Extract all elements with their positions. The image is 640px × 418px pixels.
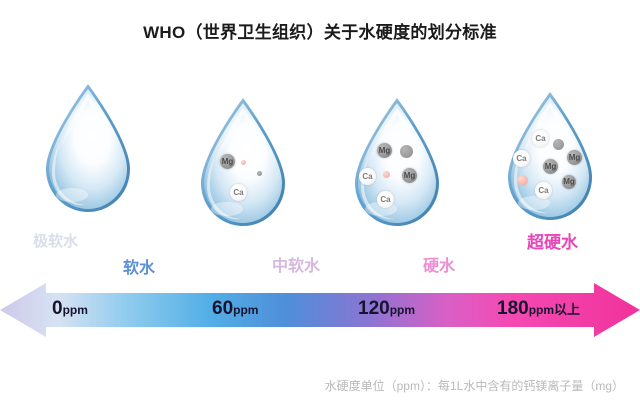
droplet-very-hard: Ca Ca Mg Mg Mg Ca [495,86,605,236]
magnesium-ion: Mg [567,150,582,165]
calcium-ion: Ca [230,184,247,201]
scale-tick-2: 120ppm [358,298,415,320]
droplet-very-soft [33,78,143,228]
category-label-4: 超硬水 [527,233,578,252]
tick-value: 120 [358,298,390,319]
magnesium-ion: Mg [562,175,576,189]
pink-particle-icon [241,160,246,165]
pink-particle-icon [383,171,390,178]
gray-particle-icon [400,145,413,158]
calcium-ion: Ca [359,168,376,185]
magnesium-ion: Mg [377,143,392,158]
arrow-shape [0,283,640,337]
droplets-row: Mg Ca Mg Ca Mg Ca [0,78,640,228]
category-label-0: 极软水 [33,233,79,250]
magnesium-ion: Mg [543,159,558,174]
tick-unit: ppm [62,303,88,317]
page-title: WHO（世界卫生组织）关于水硬度的划分标准 [143,23,497,42]
magnesium-ion: Mg [402,168,417,183]
category-label-2: 中软水 [272,258,321,275]
gray-particle-icon [553,139,564,150]
footnote: 水硬度单位（ppm）：每1L水中含有的钙镁离子量（mg） [324,379,624,393]
tick-suffix: 以上 [554,302,581,317]
droplet-medium-soft: Mg Ca Mg Ca [342,92,452,242]
calcium-ion: Ca [513,150,530,167]
tick-unit: ppm [389,303,416,317]
tick-unit: ppm [233,303,259,317]
category-label-3: 硬水 [423,258,456,275]
tick-value: 0 [52,298,63,319]
tick-value: 60 [212,298,234,319]
category-label-1: 软水 [123,260,156,277]
calcium-ion: Ca [532,130,549,147]
tick-value: 180 [497,298,529,319]
scale-tick-3: 180ppm以上 [497,298,580,320]
scale-tick-0: 0ppm [52,298,88,320]
magnesium-ion: Mg [220,154,235,169]
scale-tick-1: 60ppm [212,298,258,320]
droplet-soft: Mg Ca [188,92,298,242]
hardness-scale-arrow: 0ppm 60ppm 120ppm 180ppm以上 [0,281,640,339]
calcium-ion: Ca [377,191,394,208]
arrow-polygon [0,283,640,337]
calcium-ion: Ca [535,182,552,199]
tick-unit: ppm [528,303,555,317]
pink-particle-icon [517,175,528,186]
gray-particle-icon [257,171,262,176]
